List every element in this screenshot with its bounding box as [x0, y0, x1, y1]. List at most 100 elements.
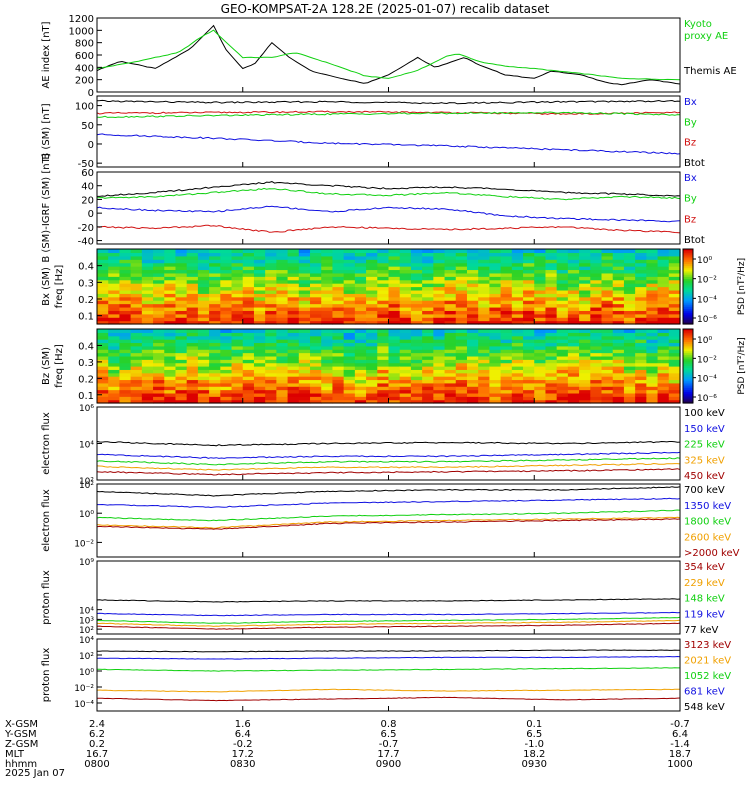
series-line [96, 24, 681, 86]
heatmap-cell [186, 345, 199, 350]
heatmap-cell [612, 349, 625, 354]
y-tick-label: 800 [75, 39, 94, 50]
heatmap-cell [399, 352, 412, 357]
heatmap-cell [455, 286, 468, 291]
heatmap-cell [298, 306, 311, 311]
heatmap-cell [523, 389, 535, 394]
heatmap-cell [108, 269, 121, 274]
heatmap-cell [343, 369, 356, 374]
heatmap-cell [455, 379, 468, 384]
heatmap-cell [422, 396, 434, 401]
heatmap-cell [197, 386, 210, 391]
heatmap-cell [175, 269, 188, 274]
heatmap-cell [332, 399, 345, 404]
heatmap-cell [186, 306, 199, 311]
heatmap-cell [455, 269, 468, 274]
heatmap-cell [478, 389, 491, 394]
heatmap-cell [220, 355, 233, 360]
heatmap-cell [478, 276, 491, 281]
heatmap-cell [253, 335, 266, 340]
heatmap-cell [220, 286, 233, 291]
heatmap-cell [612, 366, 625, 370]
heatmap-cell [265, 259, 277, 264]
heatmap-cell [164, 272, 177, 277]
heatmap-cell [489, 262, 502, 267]
heatmap-cell [511, 335, 524, 340]
heatmap-cell [175, 386, 188, 391]
heatmap-cell [276, 366, 289, 370]
heatmap-cell [108, 362, 121, 367]
heatmap-cell [646, 329, 659, 333]
heatmap-cell [466, 366, 479, 370]
heatmap-cell [410, 262, 423, 267]
heatmap-cell [343, 332, 356, 337]
heatmap-cell [623, 342, 636, 347]
heatmap-cell [242, 399, 255, 404]
heatmap-cell [253, 269, 266, 274]
heatmap-cell [433, 352, 446, 357]
heatmap-cell [175, 332, 188, 337]
heatmap-cell [366, 352, 378, 357]
heatmap-cell [242, 345, 255, 350]
heatmap-cell [343, 329, 356, 333]
heatmap-cell [242, 359, 255, 364]
heatmap-cell [186, 352, 199, 357]
heatmap-cell [164, 310, 177, 315]
heatmap-cell [153, 310, 165, 315]
heatmap-cell [444, 345, 457, 350]
heatmap-cell [242, 355, 255, 360]
heatmap-cell [231, 382, 244, 387]
heatmap-cell [321, 269, 334, 274]
heatmap-cell [310, 296, 322, 301]
heatmap-cell [186, 262, 199, 267]
heatmap-cell [410, 396, 423, 401]
heatmap-cell [298, 286, 311, 291]
heatmap-cell [265, 376, 277, 381]
heatmap-cell [175, 266, 188, 271]
heatmap-cell [534, 303, 547, 308]
heatmap-cell [579, 352, 591, 357]
heatmap-cell [321, 249, 334, 254]
heatmap-cell [399, 342, 412, 347]
heatmap-cell [108, 293, 121, 298]
heatmap-cell [119, 332, 132, 337]
heatmap-cell [265, 272, 277, 277]
heatmap-cell [567, 262, 580, 267]
heatmap-cell [668, 359, 681, 364]
heatmap-cell [321, 286, 334, 291]
heatmap-cell [567, 300, 580, 305]
heatmap-cell [590, 372, 603, 377]
heatmap-cell [310, 289, 322, 294]
y-tick-label: 50 [81, 121, 94, 132]
heatmap-cell [119, 283, 132, 288]
heatmap-cell [579, 366, 591, 370]
heatmap-cell [130, 293, 143, 298]
heatmap-cell [186, 366, 199, 370]
heatmap-cell [186, 269, 199, 274]
heatmap-cell [186, 382, 199, 387]
colorbar-tick-label: 10⁻⁶ [697, 315, 717, 325]
orbit-row-value: 1000 [667, 759, 692, 770]
heatmap-cell [410, 286, 423, 291]
heatmap-cell [175, 303, 188, 308]
heatmap-cell [298, 379, 311, 384]
heatmap-cell [590, 366, 603, 370]
heatmap-cell [354, 332, 367, 337]
legend-label: 119 keV [684, 609, 725, 620]
heatmap-cell [175, 389, 188, 394]
heatmap-cell [310, 252, 322, 257]
heatmap-cell [164, 355, 177, 360]
heatmap-cell [668, 296, 681, 301]
heatmap-cell [175, 279, 188, 284]
heatmap-cell [343, 372, 356, 377]
heatmap-cell [523, 386, 535, 391]
heatmap-cell [310, 396, 322, 401]
heatmap-cell [287, 252, 300, 257]
heatmap-cell [523, 352, 535, 357]
y-tick-label: 10² [79, 626, 94, 636]
colorbar-segment [683, 271, 693, 274]
heatmap-cell [388, 255, 401, 260]
heatmap-cell [433, 372, 446, 377]
heatmap-cell [556, 392, 569, 397]
heatmap-cell [567, 255, 580, 260]
